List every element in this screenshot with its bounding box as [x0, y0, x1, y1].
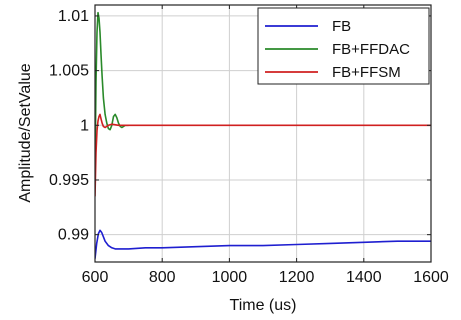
series-line-fb	[95, 229, 431, 259]
x-axis-title: Time (us)	[230, 297, 297, 314]
legend-label-fb-ffsm: FB+FFSM	[332, 64, 401, 81]
legend: FB FB+FFDAC FB+FFSM	[257, 7, 430, 85]
y-axis-title: Amplitude/SetValue	[17, 63, 34, 202]
legend-label-fb-ffdac: FB+FFDAC	[332, 41, 410, 58]
y-tick-label: 0.99	[58, 227, 89, 244]
x-tick-label: 1000	[212, 269, 248, 286]
x-tick-label: 800	[149, 269, 176, 286]
x-tick-label: 1600	[413, 269, 449, 286]
legend-label-fb: FB	[332, 18, 351, 35]
x-tick-label: 600	[82, 269, 109, 286]
plot-frame	[94, 4, 432, 263]
y-tick-label: 0.995	[49, 172, 89, 189]
series-line-fb-ffsm	[95, 113, 431, 197]
x-tick-label: 1200	[279, 269, 315, 286]
y-tick-label: 1.005	[49, 63, 89, 80]
y-tick-label: 1	[80, 117, 89, 134]
series-lines	[95, 11, 431, 259]
x-tick-label: 1400	[346, 269, 382, 286]
axis-ticks: 600 800 1000 1200 1400 1600 0.99 0.995 1 1.005 1.0…	[49, 5, 449, 286]
y-tick-label: 1.01	[58, 8, 89, 25]
